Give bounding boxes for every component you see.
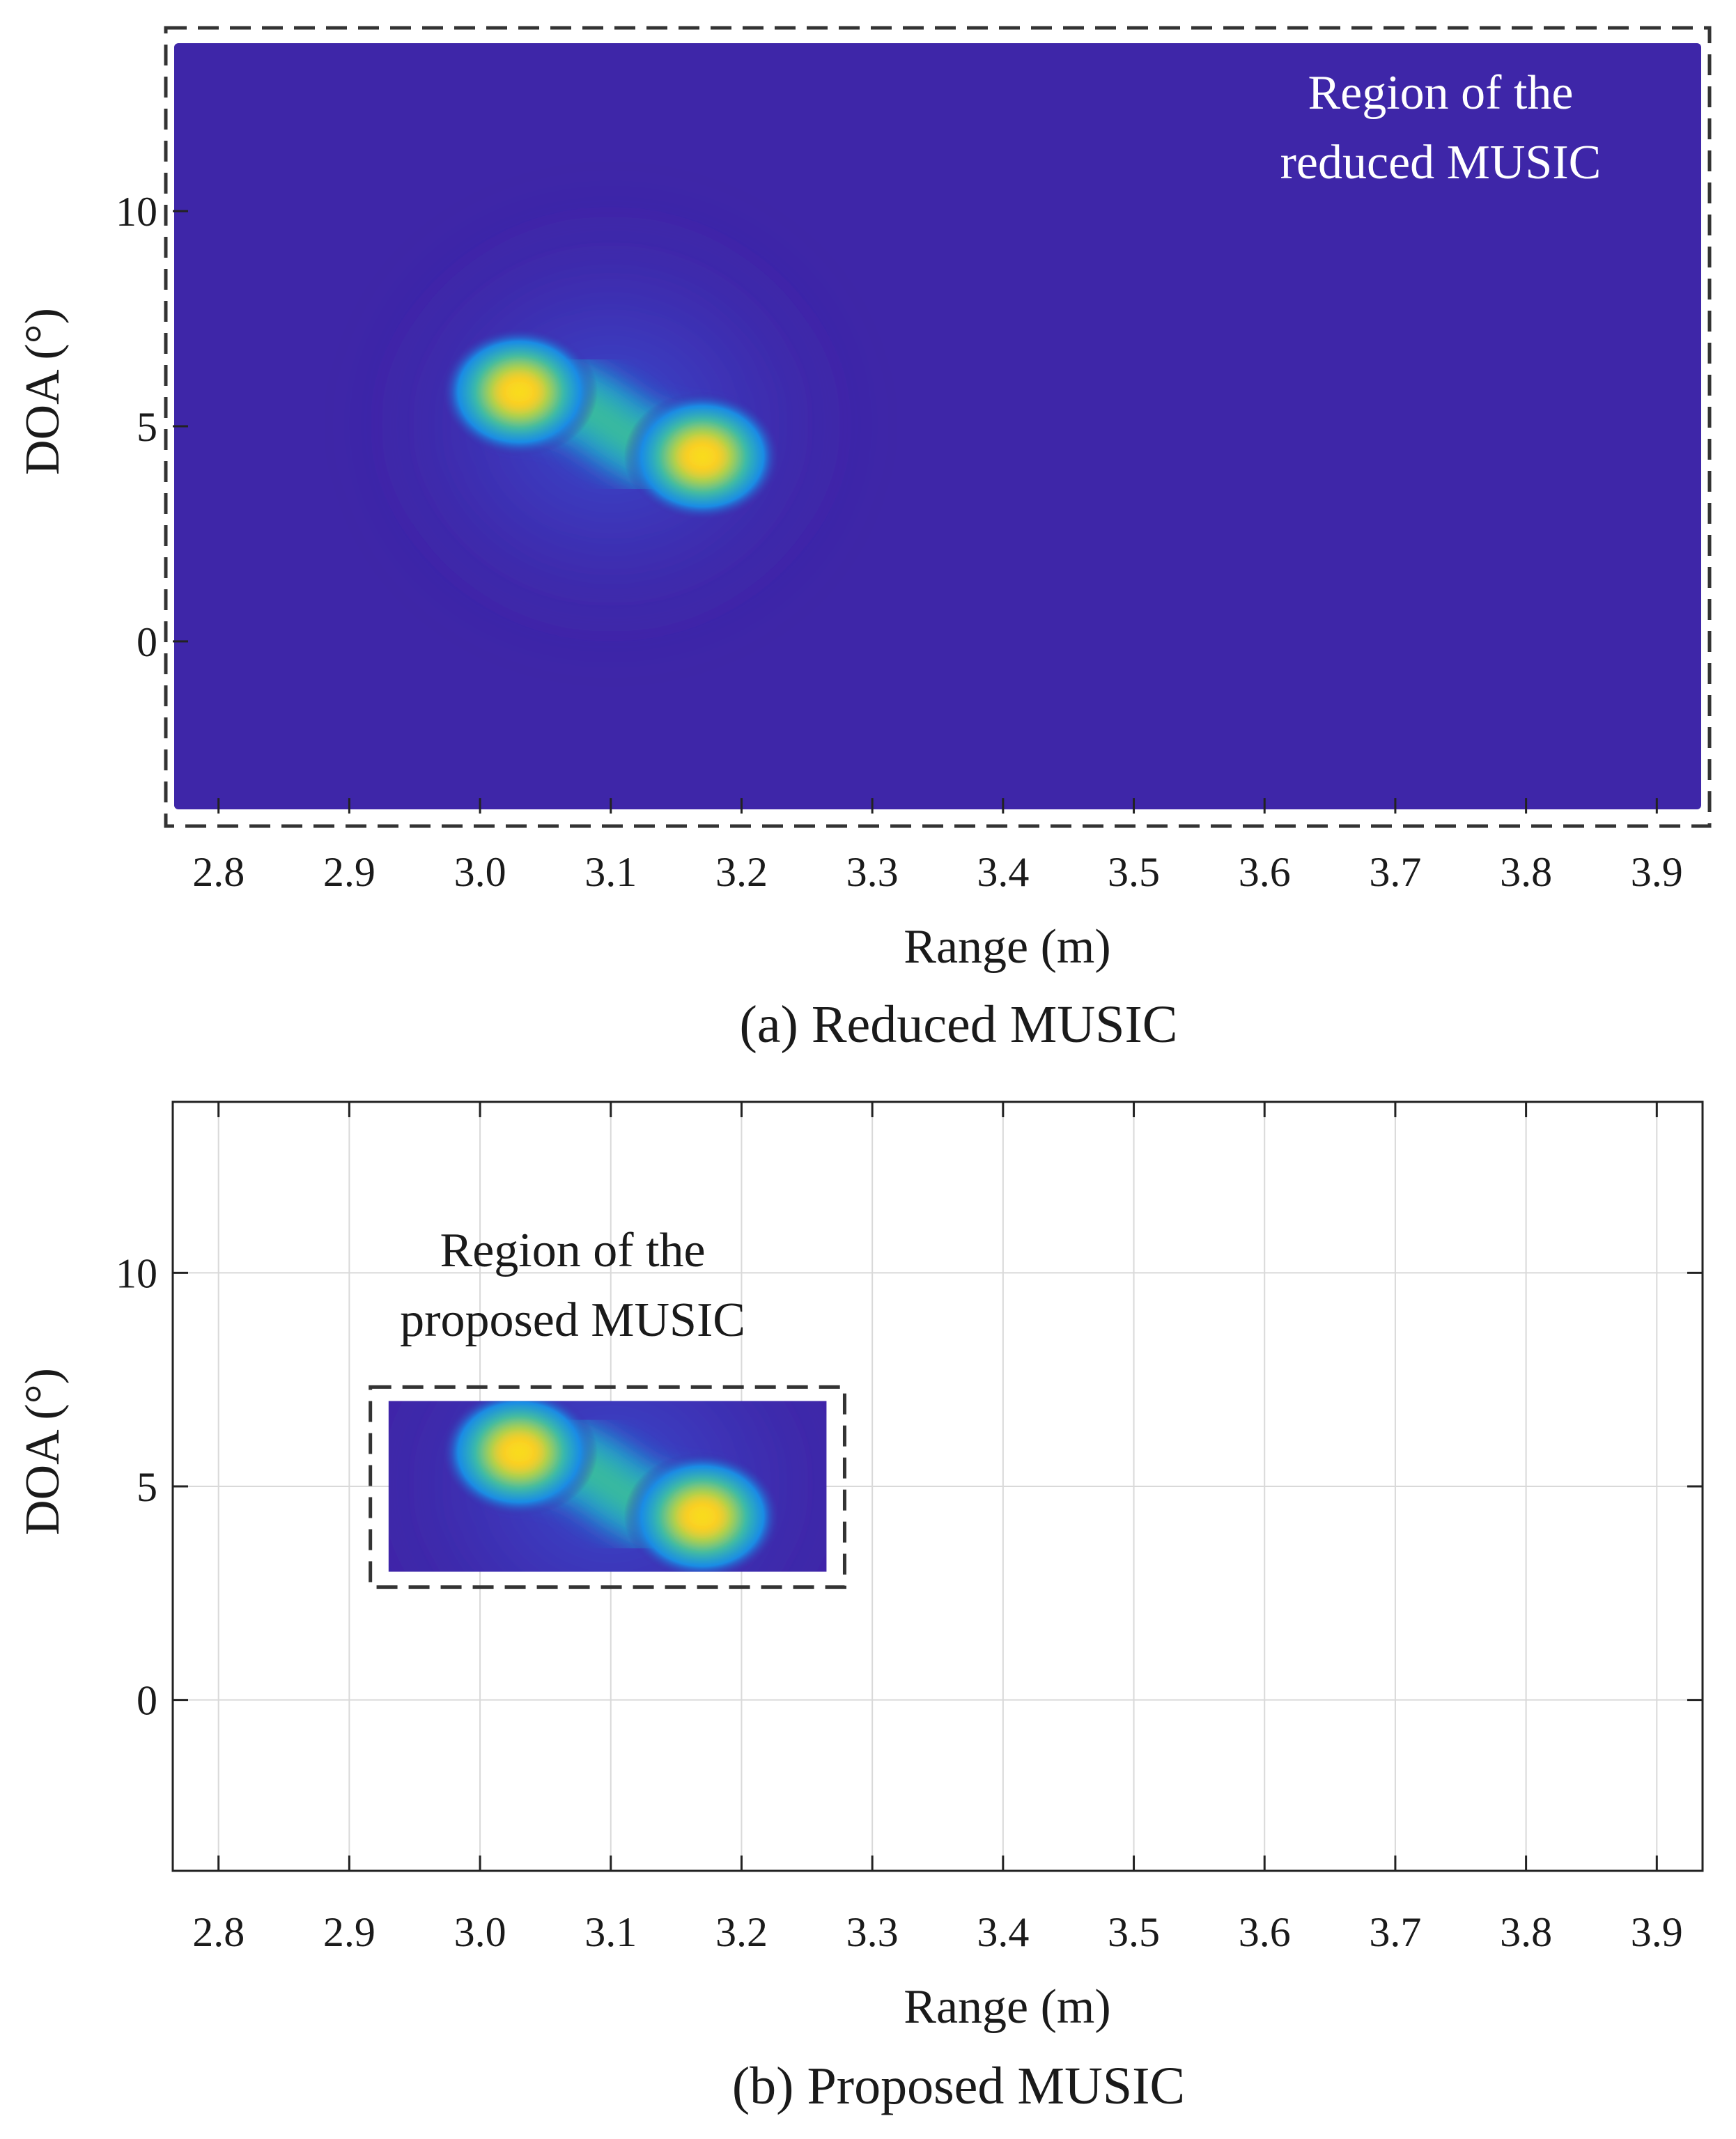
axis-ticks: 2.8 2.9 3.0 3.1 3.2 3.3 3.4 3.5 3.6 3.7 3.8 3.9 0 5 10 <box>116 189 1683 895</box>
x-tick-label: 3.2 <box>715 849 768 895</box>
region-annotation-line2: reduced MUSIC <box>1280 136 1602 189</box>
x-tick-label: 3.5 <box>1108 1909 1160 1955</box>
x-axis-label: Range (m) <box>904 1980 1110 2034</box>
x-tick-label: 3.6 <box>1239 849 1291 895</box>
x-tick-label: 3.1 <box>584 849 637 895</box>
y-axis-label: DOA (°) <box>16 1368 70 1535</box>
x-tick-label: 3.9 <box>1631 1909 1683 1955</box>
panel-proposed-music: 2.8 2.9 3.0 3.1 3.2 3.3 3.4 3.5 3.6 3.7 3.8 3.9 0 5 10… <box>16 1100 1704 2115</box>
y-tick-label: 0 <box>137 1678 157 1724</box>
x-tick-label: 3.4 <box>977 849 1029 895</box>
panel-caption: (b) Proposed MUSIC <box>732 2057 1185 2115</box>
x-tick-label: 3.8 <box>1500 1909 1552 1955</box>
region-outline-reduced <box>164 26 1712 828</box>
heatmap-peak-core <box>490 368 548 416</box>
panel-caption: (a) Reduced MUSIC <box>740 995 1178 1054</box>
x-tick-label: 2.8 <box>192 1909 245 1955</box>
x-tick-label: 3.9 <box>1631 849 1683 895</box>
x-tick-label: 3.7 <box>1369 1909 1421 1955</box>
heatmap-peak-core <box>673 433 731 481</box>
x-tick-label: 3.7 <box>1369 849 1421 895</box>
x-axis-label: Range (m) <box>904 920 1110 974</box>
y-tick-label: 10 <box>116 1250 157 1296</box>
x-tick-label: 3.8 <box>1500 849 1552 895</box>
x-tick-label: 3.0 <box>454 1909 506 1955</box>
heatmap-peak-core <box>673 1493 731 1540</box>
region-annotation-line1: Region of the <box>1308 66 1573 120</box>
heatmap-peaks <box>362 200 860 648</box>
y-tick-label: 10 <box>116 189 157 235</box>
y-tick-label: 0 <box>137 619 157 665</box>
y-tick-label: 5 <box>137 1464 157 1510</box>
region-outline-proposed <box>369 1385 846 1589</box>
x-tick-label: 3.2 <box>715 1909 768 1955</box>
x-tick-label: 3.3 <box>846 1909 899 1955</box>
heatmap-peaks <box>388 1401 827 1572</box>
x-tick-label: 2.8 <box>192 849 245 895</box>
heatmap-peak-core <box>490 1429 548 1476</box>
x-tick-label: 3.0 <box>454 849 506 895</box>
panel-reduced-music: 2.8 2.9 3.0 3.1 3.2 3.3 3.4 3.5 3.6 3.7 3.8 3.9 0 5 10… <box>16 26 1712 1054</box>
axis-ticks: 2.8 2.9 3.0 3.1 3.2 3.3 3.4 3.5 3.6 3.7 3.8 3.9 0 5 10 <box>116 1102 1703 1955</box>
grid-lines <box>173 1102 1703 1871</box>
region-annotation-line1: Region of the <box>440 1224 706 1277</box>
y-axis-label: DOA (°) <box>16 308 70 475</box>
x-tick-label: 3.4 <box>977 1909 1029 1955</box>
x-tick-label: 3.3 <box>846 849 899 895</box>
x-tick-label: 3.5 <box>1108 849 1160 895</box>
x-tick-label: 3.1 <box>584 1909 637 1955</box>
x-tick-label: 2.9 <box>323 849 375 895</box>
x-tick-label: 2.9 <box>323 1909 375 1955</box>
y-tick-label: 5 <box>137 404 157 450</box>
x-tick-label: 3.6 <box>1239 1909 1291 1955</box>
region-annotation-line2: proposed MUSIC <box>400 1293 745 1347</box>
